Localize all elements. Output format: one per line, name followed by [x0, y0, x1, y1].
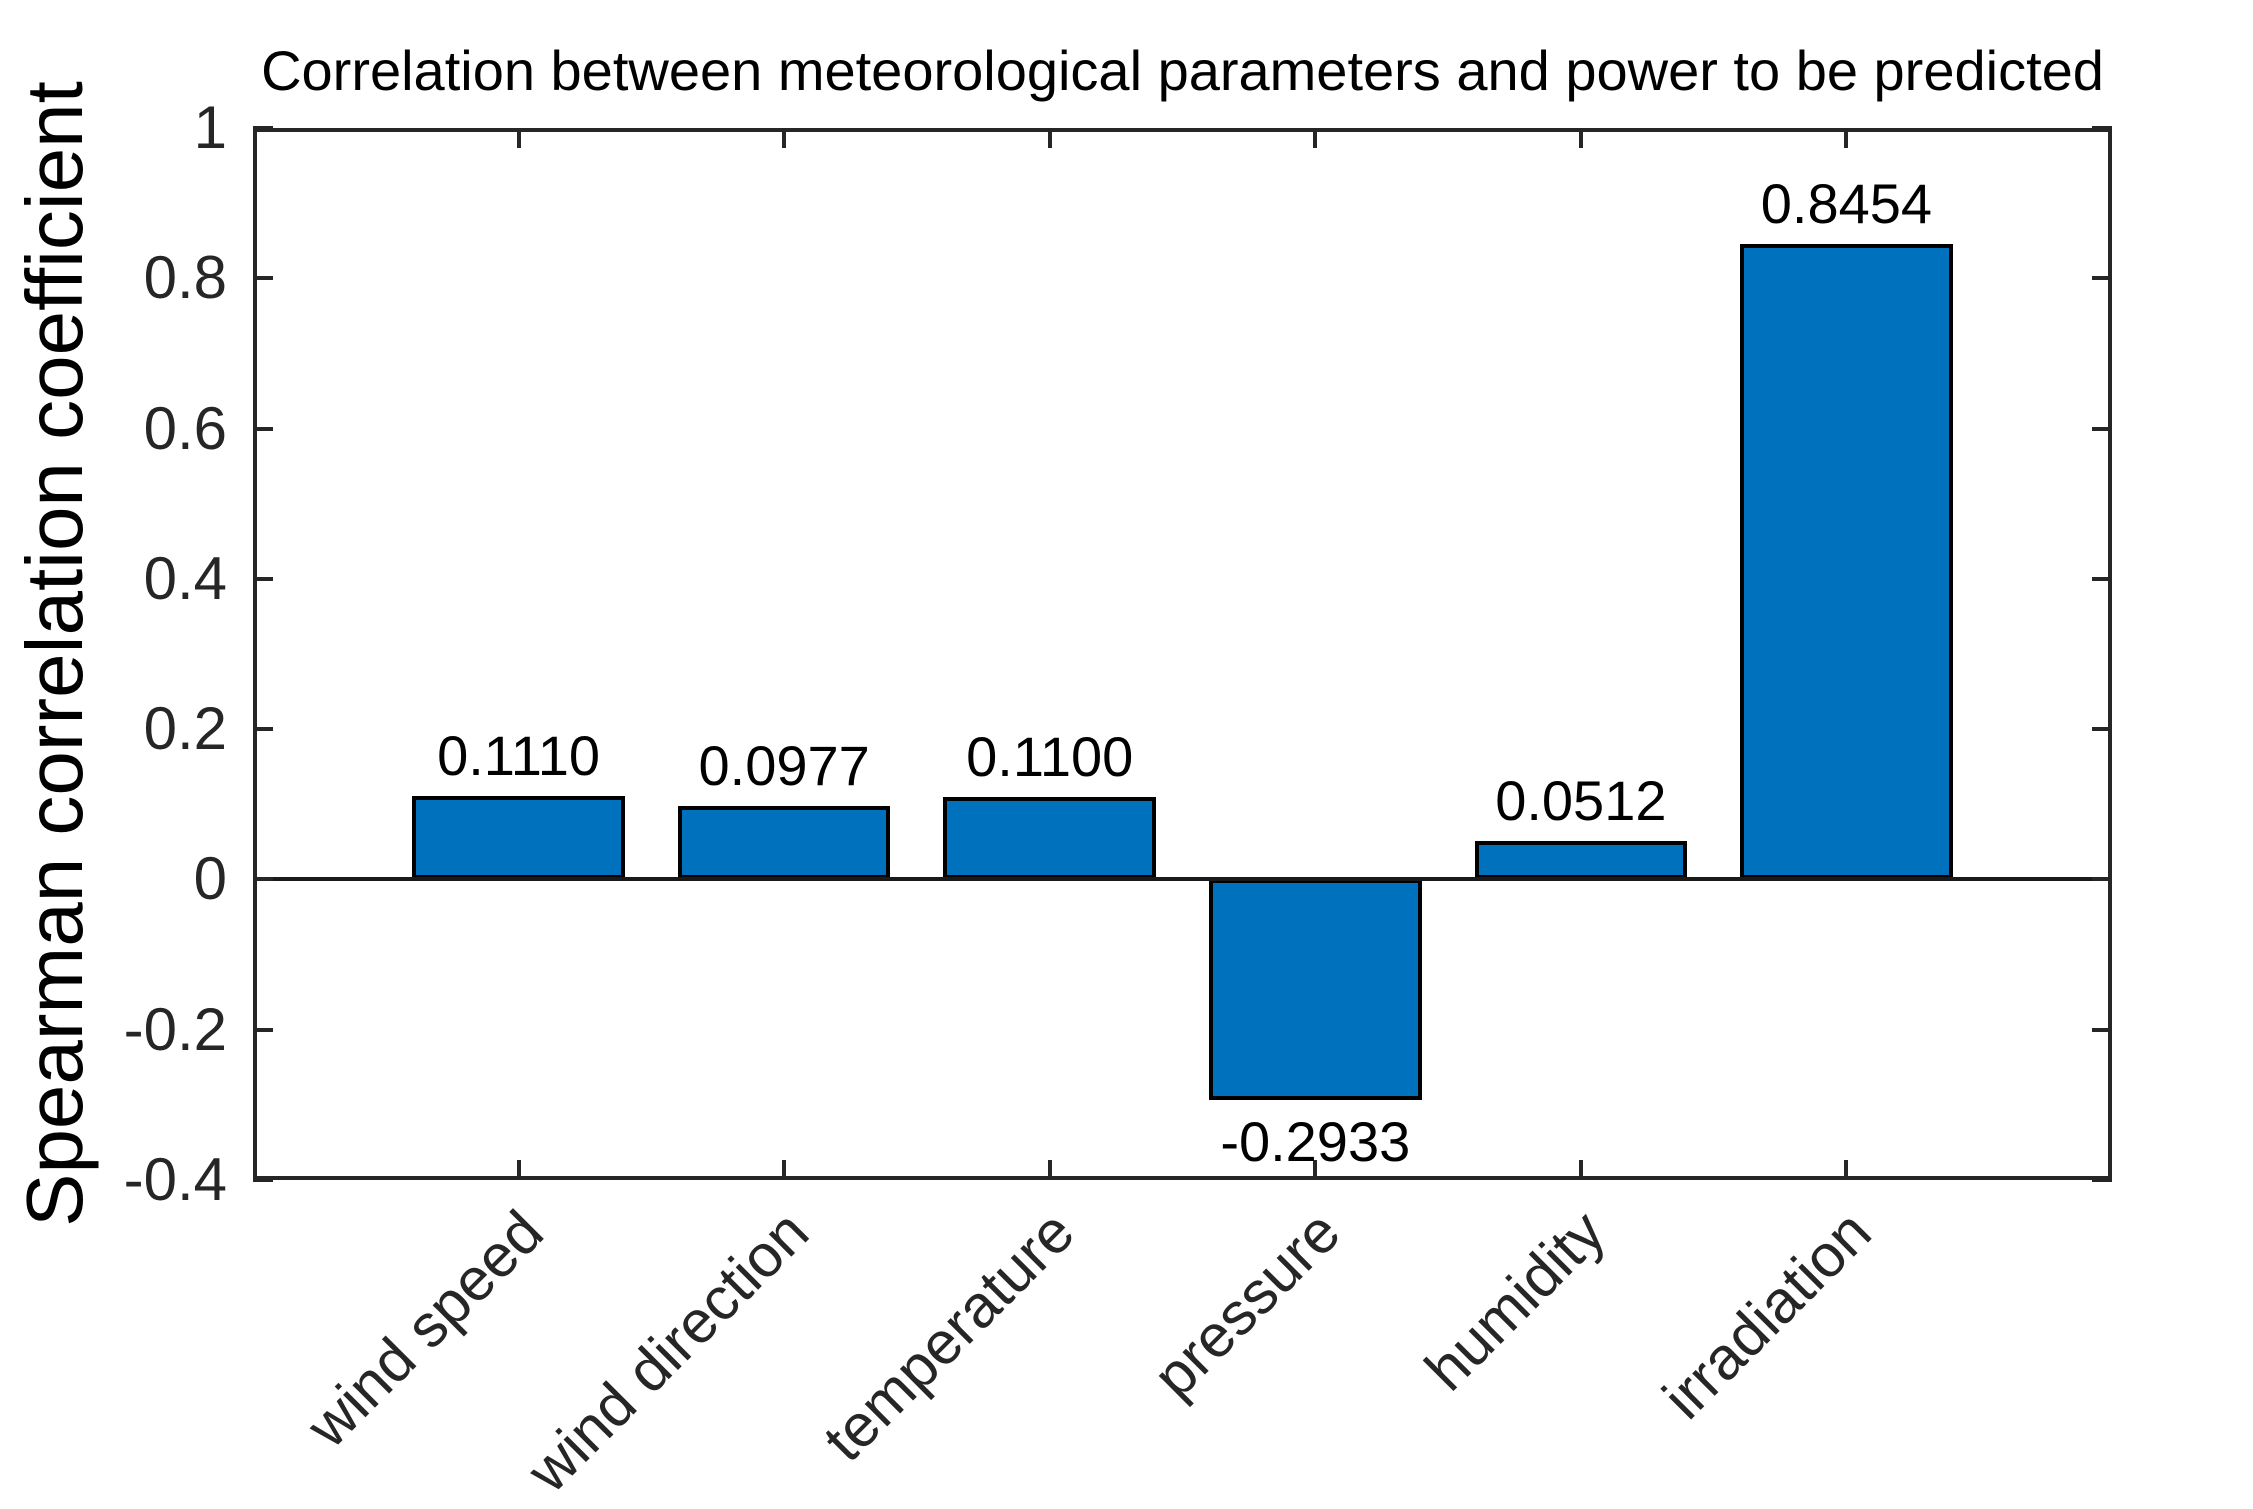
bar-wind-direction — [677, 806, 891, 880]
x-tick-mark-top — [1313, 128, 1318, 148]
bar-irradiation — [1740, 244, 1953, 880]
y-tick-mark-left — [253, 576, 273, 581]
y-tick-mark-left — [253, 1178, 273, 1182]
x-tick-label-wind-direction: wind direction — [514, 1197, 822, 1505]
y-tick-label: 0 — [193, 845, 227, 913]
x-tick-label-humidity: humidity — [1412, 1197, 1619, 1404]
x-tick-mark-bottom — [1578, 1160, 1583, 1180]
x-tick-label-pressure: pressure — [1140, 1197, 1353, 1411]
bar-value-label: 0.1110 — [437, 724, 601, 788]
y-tick-label: 0.2 — [143, 695, 227, 763]
x-tick-mark-top — [516, 128, 521, 148]
x-tick-label-temperature: temperature — [810, 1197, 1087, 1475]
y-tick-mark-left — [253, 426, 273, 431]
y-tick-mark-right — [2092, 1178, 2112, 1182]
y-tick-mark-right — [2092, 1027, 2112, 1032]
x-tick-mark-bottom — [782, 1160, 787, 1180]
plot-area: 0.1110 0.0977 0.1100 -0.2933 0.0512 0.8454 — [253, 126, 2112, 1182]
bar-pressure — [1209, 879, 1422, 1100]
bar-humidity — [1474, 840, 1688, 880]
y-tick-mark-left — [253, 126, 273, 130]
bar-value-label: 0.1100 — [966, 724, 1134, 788]
y-tick-label: -0.4 — [123, 1146, 227, 1213]
bar-value-label: 0.0512 — [1495, 768, 1667, 832]
y-tick-mark-right — [2092, 877, 2112, 882]
y-tick-mark-left — [253, 276, 273, 281]
bar-temperature — [943, 796, 1156, 880]
y-tick-label: 0.8 — [143, 244, 227, 312]
y-tick-mark-right — [2092, 576, 2112, 581]
y-tick-mark-right — [2092, 276, 2112, 281]
y-tick-label: -0.2 — [123, 995, 227, 1063]
y-tick-mark-right — [2092, 126, 2112, 130]
x-tick-mark-top — [1047, 128, 1052, 148]
x-tick-mark-bottom — [1313, 1160, 1318, 1180]
zero-baseline — [253, 877, 2112, 882]
x-tick-mark-bottom — [516, 1160, 521, 1180]
y-tick-mark-right — [2092, 727, 2112, 732]
x-tick-mark-top — [782, 128, 787, 148]
x-tick-mark-bottom — [1047, 1160, 1052, 1180]
x-tick-mark-bottom — [1844, 1160, 1849, 1180]
y-tick-label: 1 — [193, 94, 227, 161]
x-tick-mark-top — [1844, 128, 1849, 148]
bar-wind-speed — [412, 796, 625, 880]
x-tick-mark-top — [1578, 128, 1583, 148]
y-tick-label: 0.6 — [143, 394, 227, 462]
y-tick-mark-right — [2092, 426, 2112, 431]
y-tick-mark-left — [253, 877, 273, 882]
chart-title: Correlation between meteorological param… — [261, 39, 2104, 102]
bar-value-label: -0.2933 — [1220, 1109, 1411, 1173]
y-tick-mark-left — [253, 727, 273, 732]
y-tick-label: 0.4 — [143, 544, 227, 612]
bar-value-label: 0.0977 — [698, 734, 870, 798]
y-tick-mark-left — [253, 1027, 273, 1032]
x-tick-label-irradiation: irradiation — [1650, 1197, 1884, 1432]
x-tick-label-wind-speed: wind speed — [293, 1197, 556, 1460]
bar-value-label: 0.8454 — [1760, 172, 1933, 236]
